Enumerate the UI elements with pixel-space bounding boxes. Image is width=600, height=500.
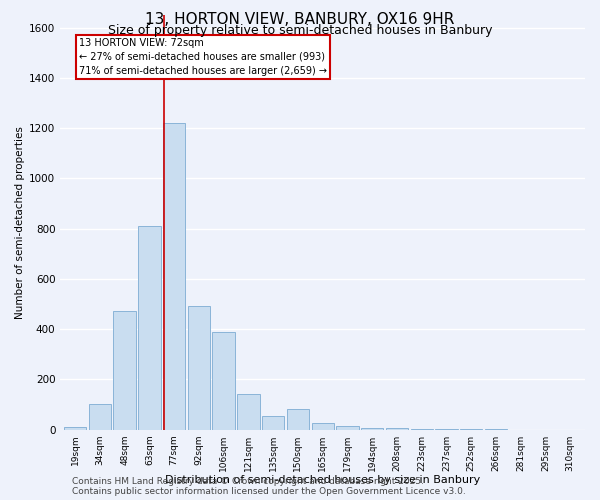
Bar [138, 226, 161, 430]
Bar [435, 429, 458, 430]
Bar [237, 394, 260, 430]
Bar [262, 416, 284, 430]
Bar [163, 123, 185, 430]
X-axis label: Distribution of semi-detached houses by size in Banbury: Distribution of semi-detached houses by … [165, 475, 480, 485]
Text: Contains HM Land Registry data © Crown copyright and database right 2025.
Contai: Contains HM Land Registry data © Crown c… [72, 476, 466, 496]
Bar [386, 428, 408, 430]
Bar [336, 426, 359, 430]
Text: 13 HORTON VIEW: 72sqm
← 27% of semi-detached houses are smaller (993)
71% of sem: 13 HORTON VIEW: 72sqm ← 27% of semi-deta… [79, 38, 327, 76]
Bar [64, 427, 86, 430]
Bar [113, 312, 136, 430]
Bar [410, 428, 433, 430]
Text: 13, HORTON VIEW, BANBURY, OX16 9HR: 13, HORTON VIEW, BANBURY, OX16 9HR [145, 12, 455, 28]
Bar [89, 404, 111, 429]
Bar [361, 428, 383, 430]
Bar [188, 306, 210, 430]
Y-axis label: Number of semi-detached properties: Number of semi-detached properties [15, 126, 25, 318]
Bar [287, 410, 309, 430]
Bar [212, 332, 235, 430]
Text: Size of property relative to semi-detached houses in Banbury: Size of property relative to semi-detach… [108, 24, 492, 37]
Bar [311, 424, 334, 430]
